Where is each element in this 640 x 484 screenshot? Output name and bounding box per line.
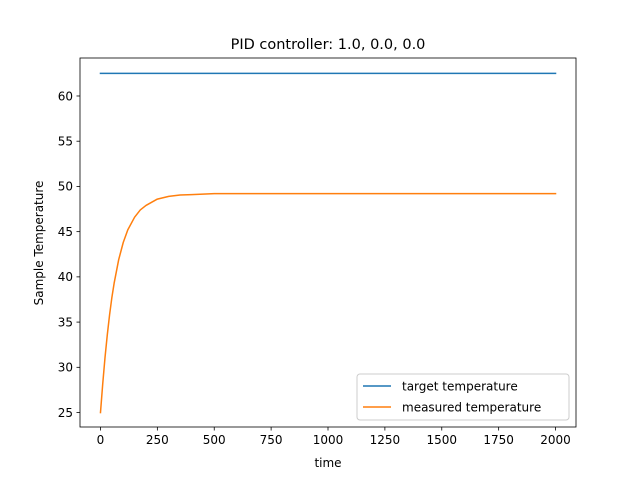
y-tick-label: 60 [58,89,73,103]
y-tick-label: 45 [58,225,73,239]
legend-label-1: measured temperature [402,400,541,414]
x-tick-label: 0 [97,433,105,447]
x-axis-label: time [314,456,341,470]
x-tick-label: 750 [260,433,283,447]
legend: target temperature measured temperature [356,373,570,421]
chart-title: PID controller: 1.0, 0.0, 0.0 [231,37,426,53]
y-tick-label: 25 [58,406,73,420]
x-tick-label: 250 [146,433,169,447]
series-line-1 [99,192,557,414]
y-tick-label: 30 [58,361,73,375]
y-tick-label: 50 [58,180,73,194]
y-axis-label: Sample Temperature [32,181,46,306]
plot-area: 0 250 500 750 1000 1250 1500 1750 2000 25 30 35 40 45… [58,57,577,447]
x-tick-label: 1250 [370,433,401,447]
y-tick-label: 35 [58,315,73,329]
x-tick-label: 1000 [313,433,344,447]
x-tick-label: 1750 [483,433,514,447]
x-tick-label: 1500 [426,433,457,447]
x-tick-label: 500 [203,433,226,447]
y-tick-label: 55 [58,135,73,149]
legend-box [356,373,570,421]
x-tick-label: 2000 [540,433,571,447]
legend-label-0: target temperature [402,379,518,393]
y-tick-label: 40 [58,270,73,284]
